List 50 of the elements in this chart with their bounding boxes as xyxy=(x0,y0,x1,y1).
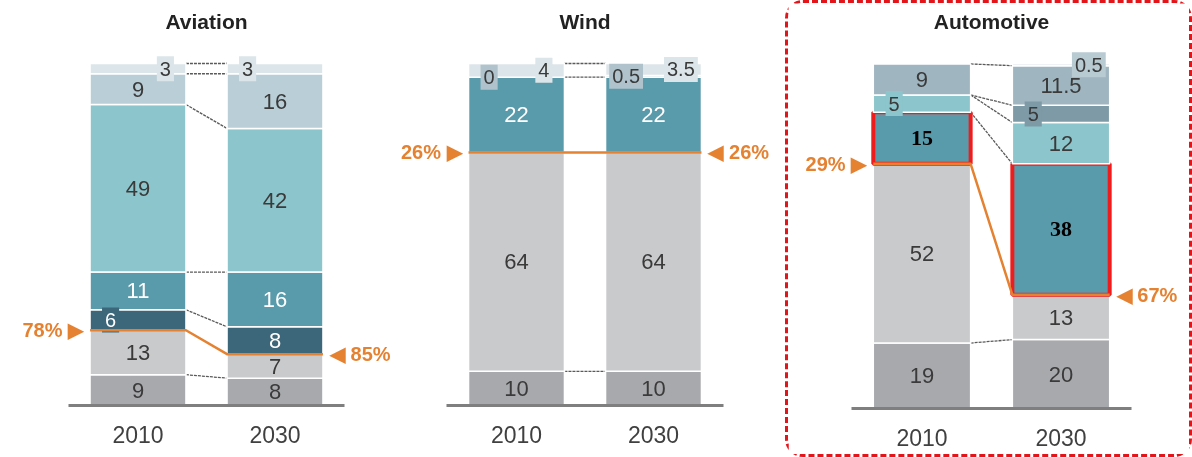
x-tick-label: 2030 xyxy=(627,421,680,448)
data-label: 3.5 xyxy=(667,58,695,81)
data-label: 9 xyxy=(131,377,145,403)
x-tick-label: 2030 xyxy=(1035,424,1087,451)
data-label: 9 xyxy=(131,76,145,102)
data-label: 8 xyxy=(268,379,282,405)
annotation: 78% ▶ xyxy=(22,319,86,342)
data-label: 10 xyxy=(641,375,666,401)
data-label: 22 xyxy=(641,102,666,128)
data-label: 16 xyxy=(262,286,288,312)
data-label: 0 xyxy=(483,66,495,89)
data-label: 7 xyxy=(268,353,282,379)
data-label: 22 xyxy=(504,102,529,128)
annotation: 29% ▶ xyxy=(805,152,869,175)
annotation: ◀ 67% xyxy=(1115,283,1178,306)
data-label: 5 xyxy=(888,92,900,115)
data-label: 3 xyxy=(159,57,171,80)
data-label: 3 xyxy=(242,57,254,80)
data-label: 12 xyxy=(1048,130,1074,156)
data-label: 20 xyxy=(1048,361,1074,387)
data-label: 64 xyxy=(504,249,529,275)
data-label: 4 xyxy=(538,59,550,82)
data-label: 0.5 xyxy=(1074,53,1103,76)
data-label: 6 xyxy=(105,309,117,331)
data-label: 5 xyxy=(1027,102,1039,125)
x-tick-label: 2030 xyxy=(249,421,301,448)
annotation: ◀ 26% xyxy=(707,141,770,164)
data-label: 19 xyxy=(909,363,935,389)
annotation: 26% ▶ xyxy=(400,141,464,164)
data-label: 10 xyxy=(504,375,529,401)
data-label: 38 xyxy=(1050,216,1073,242)
data-label: 0.5 xyxy=(612,65,641,88)
x-tick-label: 2010 xyxy=(490,421,543,448)
chart-title: Wind xyxy=(559,10,611,33)
x-tick-label: 2010 xyxy=(896,424,948,451)
data-label: 16 xyxy=(262,88,288,114)
x-tick-label: 2010 xyxy=(112,421,164,448)
chart-title: Aviation xyxy=(165,10,248,33)
data-label: 13 xyxy=(1048,304,1074,330)
data-label: 42 xyxy=(262,187,288,213)
data-label: 64 xyxy=(641,249,666,275)
data-label: 13 xyxy=(125,339,151,365)
data-label: 8 xyxy=(268,328,282,354)
data-label: 9 xyxy=(915,66,929,92)
data-label: 15 xyxy=(910,125,933,151)
chart-title: Automotive xyxy=(933,10,1050,34)
data-label: 52 xyxy=(909,240,935,266)
data-label: 11 xyxy=(126,278,150,304)
data-label: 49 xyxy=(125,175,151,201)
annotation: ◀ 85% xyxy=(328,343,391,366)
